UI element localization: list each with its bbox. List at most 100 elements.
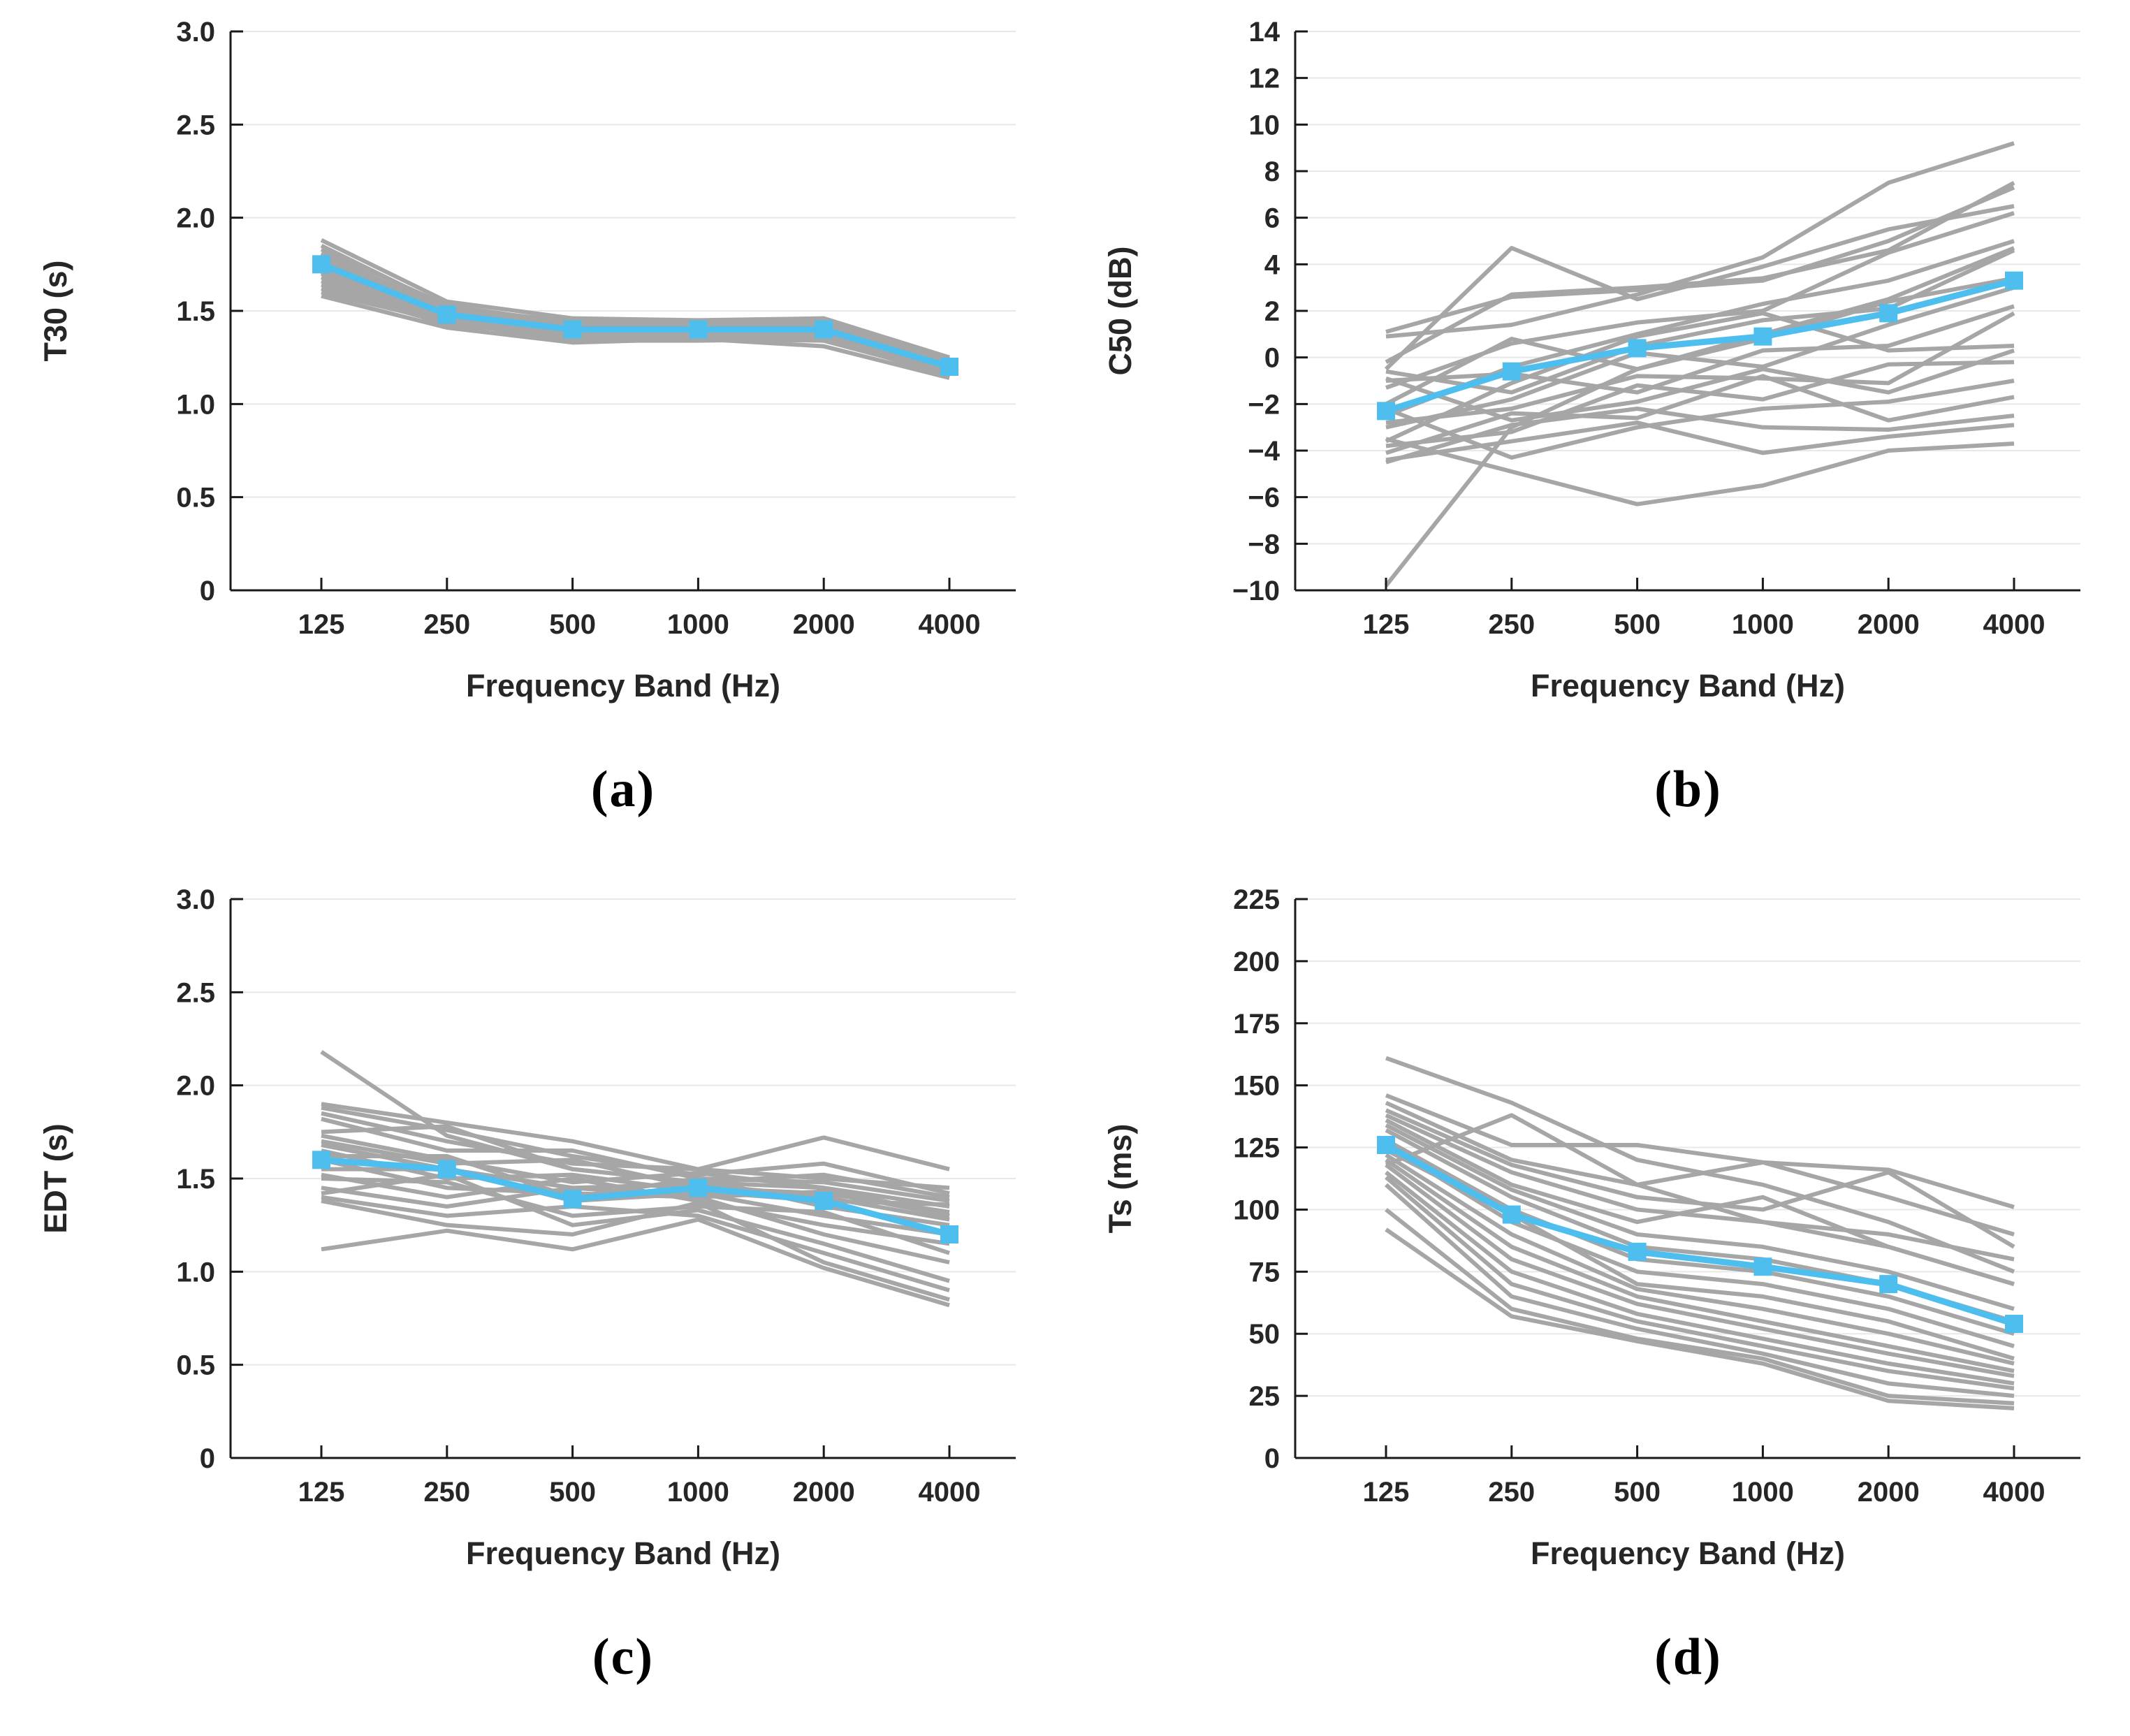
x-tick-label: 500 [549, 609, 596, 640]
y-tick-label: 3.0 [176, 884, 215, 915]
x-tick-label: 125 [1363, 609, 1410, 640]
x-tick-label: 2000 [1858, 1477, 1920, 1508]
measurement-line [1385, 141, 2015, 339]
y-tick-label: 125 [1233, 1133, 1280, 1164]
measurement-line [1385, 1138, 2015, 1336]
measurement-line [1385, 1158, 2015, 1373]
measurement-line [1385, 285, 2015, 430]
mean-marker [1879, 1275, 1898, 1294]
chart-c-edt: 0 0.5 1.0 1.5 2.0 2.5 3.0 125 250 500 1000 2000 4000… [38, 884, 1016, 1571]
x-tick-label: 500 [549, 1477, 596, 1508]
y-tick-label: 2.0 [176, 203, 215, 234]
x-tick-label: 2000 [793, 609, 855, 640]
measurement-line [1385, 1153, 2015, 1366]
x-tick-label: 250 [423, 1477, 470, 1508]
x-tick-label: 4000 [1983, 609, 2045, 640]
x-tick-label: 2000 [1858, 609, 1920, 640]
measurement-line [321, 1148, 950, 1207]
x-tick-label: 1000 [667, 1477, 729, 1508]
mean-line [1384, 1142, 2015, 1327]
mean-marker [689, 320, 708, 339]
y-tick-label: 25 [1249, 1381, 1281, 1412]
y-tick-label: 175 [1233, 1009, 1280, 1040]
measurement-line [1385, 374, 2015, 455]
measurement-line [1385, 437, 2015, 506]
y-tick-label: −10 [1232, 576, 1280, 606]
y-tick-label: 6 [1264, 203, 1280, 234]
measurement-line [1385, 1143, 2015, 1348]
y-tick-label: 2 [1264, 296, 1280, 327]
measurement-line [1385, 1113, 2015, 1286]
y-tick-label: 14 [1249, 17, 1281, 48]
chart-a-t30: 0 0.5 1.0 1.5 2.0 2.5 3.0 125 250 500 1000 2000 4000… [38, 17, 1016, 703]
y-tick-label: 2.5 [176, 110, 215, 140]
measurement-line [1385, 1123, 2015, 1311]
mean-line [320, 261, 951, 370]
measurement-line [1385, 360, 2015, 448]
y-tick-label: 10 [1249, 110, 1281, 140]
mean-marker [940, 358, 958, 376]
chart-d-ts: 0 25 50 75 100 125 150 175 200 225 125 250 500 1000 20… [1102, 884, 2080, 1571]
measurement-line [1385, 348, 2015, 423]
measurement-line [321, 1217, 950, 1308]
y-tick-label: 0 [1264, 343, 1280, 374]
y-axis-label: Ts (ms) [1102, 1124, 1138, 1234]
y-tick-label: −2 [1248, 389, 1280, 420]
y-tick-label: 225 [1233, 884, 1280, 915]
caption-c: (c) [592, 1628, 655, 1686]
y-tick-label: 1.5 [176, 1164, 215, 1195]
measurement-line [1385, 1183, 2015, 1399]
x-tick-label: 4000 [1983, 1477, 2045, 1508]
mean-marker [1502, 1205, 1521, 1224]
y-tick-label: −4 [1248, 436, 1280, 467]
mean-marker [1753, 327, 1772, 346]
mean-marker [563, 1190, 582, 1209]
y-axis-label: C50 (dB) [1102, 246, 1138, 375]
x-tick-label: 1000 [1732, 609, 1794, 640]
y-tick-label: 0 [1264, 1443, 1280, 1474]
measurement-line [1385, 311, 2015, 444]
x-tick-label: 250 [1488, 609, 1535, 640]
mean-line [321, 1156, 951, 1238]
measurement-line [1385, 1163, 2015, 1378]
y-tick-label: 3.0 [176, 17, 215, 48]
mean-marker [312, 255, 330, 274]
measurement-line [1385, 421, 2015, 462]
mean-marker [563, 320, 582, 339]
measurement-line [321, 1102, 950, 1172]
measurement-line [1384, 246, 2015, 588]
mean-marker [1879, 304, 1898, 323]
mean-marker [1502, 362, 1521, 381]
y-tick-label: −8 [1248, 529, 1280, 560]
x-axis-label: Frequency Band (Hz) [466, 1536, 780, 1571]
y-axis-label: EDT (s) [38, 1123, 73, 1234]
x-tick-label: 250 [423, 609, 470, 640]
y-tick-label: 75 [1249, 1257, 1281, 1288]
y-tick-label: 4 [1264, 249, 1281, 280]
y-tick-label: 2.5 [176, 977, 215, 1008]
x-tick-label: 125 [298, 609, 345, 640]
x-axis-label: Frequency Band (Hz) [1531, 1536, 1845, 1571]
x-tick-label: 125 [298, 1477, 345, 1508]
x-tick-label: 4000 [919, 1477, 981, 1508]
measurement-line [1385, 185, 2015, 334]
y-tick-label: 0 [200, 1443, 215, 1474]
y-tick-label: 50 [1249, 1319, 1281, 1350]
mean-marker [1628, 1242, 1647, 1261]
panel-c: 0 0.5 1.0 1.5 2.0 2.5 3.0 125 250 500 1000 2000 4000… [0, 868, 1065, 1736]
x-axis-label: Frequency Band (Hz) [466, 668, 780, 703]
measurement-line [320, 238, 950, 360]
y-tick-label: 0 [200, 576, 215, 606]
mean-marker [689, 1179, 708, 1197]
caption-d: (d) [1654, 1628, 1722, 1686]
y-tick-label: 1.5 [176, 296, 215, 327]
y-axis-label: T30 (s) [38, 260, 73, 361]
measurement-line [321, 1172, 950, 1246]
mean-marker [815, 320, 833, 339]
mean-marker [437, 1160, 456, 1179]
mean-marker [312, 1151, 330, 1169]
x-tick-label: 250 [1488, 1477, 1535, 1508]
mean-marker [1753, 1257, 1772, 1276]
measurement-line [1385, 1100, 2015, 1237]
